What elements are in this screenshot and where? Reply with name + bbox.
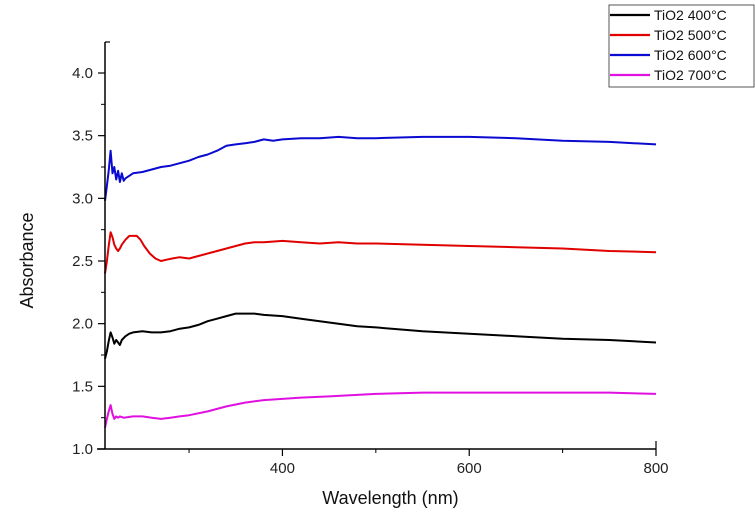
series-line-2: [104, 231, 657, 274]
y-tick-label: 1.5: [72, 378, 93, 395]
x-ticks: 400 600 800: [188, 449, 669, 477]
x-axis-title: Wavelength (nm): [322, 488, 458, 508]
legend-box: [608, 4, 755, 88]
y-tick-label: 4.0: [72, 65, 93, 82]
y-axis-title: Absorbance: [17, 212, 37, 308]
y-ticks: 1.0 1.5 2.0 2.5 3.0 3.5 4.0: [72, 65, 105, 458]
legend-label: TiO2 500°C: [654, 27, 727, 43]
legend-label: TiO2 600°C: [654, 47, 727, 63]
legend: TiO2 400°C TiO2 500°C TiO2 600°C TiO2 700°C: [608, 4, 755, 88]
y-tick-label: 3.0: [72, 190, 93, 207]
y-tick-label: 2.5: [72, 253, 93, 270]
x-tick-label: 400: [270, 460, 295, 477]
series-line-1: [104, 312, 657, 360]
y-tick-label: 1.0: [72, 441, 93, 458]
axes: 1.0 1.5 2.0 2.5 3.0 3.5 4.0 400 600 800: [72, 41, 669, 477]
y-tick-label: 2.0: [72, 316, 93, 333]
x-tick-label: 600: [457, 460, 482, 477]
series-line-4: [104, 391, 657, 428]
plot-lines: [104, 135, 657, 428]
legend-label: TiO2 400°C: [654, 7, 727, 23]
x-tick-label: 800: [643, 460, 668, 477]
y-tick-label: 3.5: [72, 128, 93, 145]
series-line-3: [104, 135, 657, 201]
legend-label: TiO2 700°C: [654, 67, 727, 83]
